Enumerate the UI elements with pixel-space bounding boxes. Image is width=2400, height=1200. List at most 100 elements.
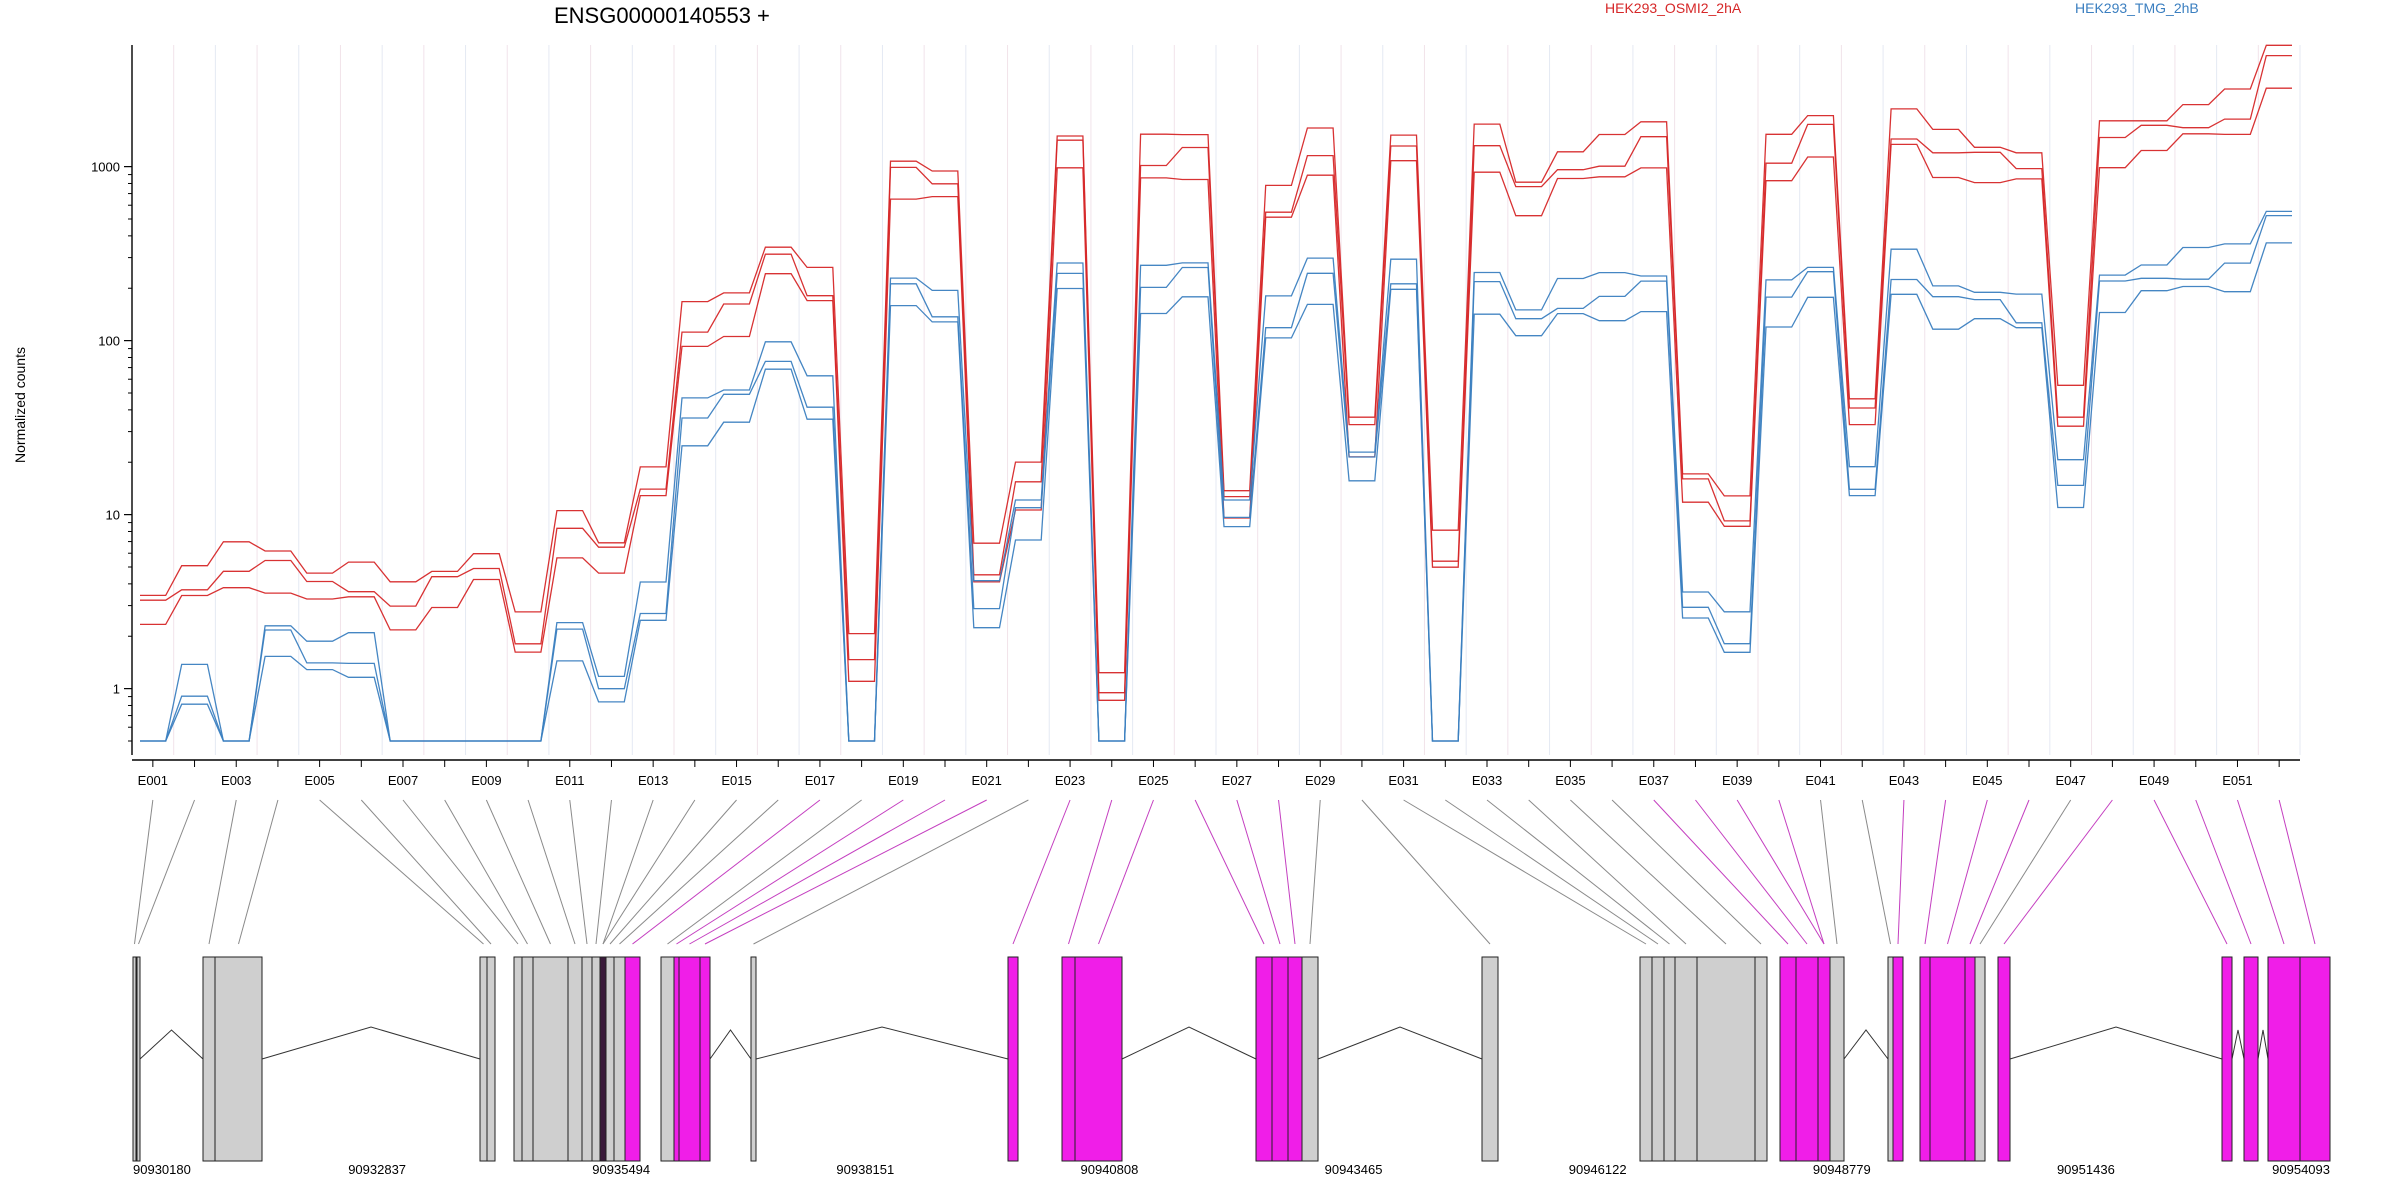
exon-block-significant <box>1255 956 1273 1162</box>
exon-label: E049 <box>2139 773 2169 788</box>
exon-connector <box>1695 799 1808 945</box>
exon-block <box>486 956 496 1162</box>
exon-label: E029 <box>1305 773 1335 788</box>
coordinate-label: 90946122 <box>1569 1162 1627 1177</box>
exon-connector <box>208 799 237 945</box>
coordinate-label: 90943465 <box>1325 1162 1383 1177</box>
series-line <box>140 44 2292 674</box>
exon-connector <box>1528 799 1687 945</box>
exon-connector <box>1778 799 1825 945</box>
genomic-coordinate-labels: 90930180 90932837 90935494 90938151 90940808… <box>133 1162 2330 1177</box>
exon-label: E025 <box>1138 773 1168 788</box>
exon-block <box>532 956 569 1162</box>
exon-connector <box>360 799 492 945</box>
exon-block <box>567 956 583 1162</box>
exon-connector <box>1403 799 1647 945</box>
exon-block-significant <box>1997 956 2011 1162</box>
exon-block-significant <box>673 956 680 1162</box>
exon-label: E007 <box>388 773 418 788</box>
exon-block-significant <box>699 956 711 1162</box>
exon-label: E039 <box>1722 773 1752 788</box>
exon-block <box>605 956 615 1162</box>
exon-connector <box>689 799 946 945</box>
exon-block <box>750 956 757 1162</box>
exon-connector <box>595 799 612 945</box>
exon-grid-lines <box>173 45 2301 755</box>
coordinate-label: 90954093 <box>2272 1162 2330 1177</box>
chart-title: ENSG00000140553 + <box>554 3 770 28</box>
intron-line <box>261 1026 481 1060</box>
exon-connector <box>1278 799 1296 945</box>
exon-label: E031 <box>1388 773 1418 788</box>
exon-label: E037 <box>1639 773 1669 788</box>
exon-block <box>1829 956 1845 1162</box>
exon-block <box>1639 956 1653 1162</box>
exon-connectors <box>134 799 2316 945</box>
y-tick-label: 10 <box>106 508 120 523</box>
exon-block <box>660 956 675 1162</box>
exon-block <box>581 956 593 1162</box>
intron-line <box>139 1029 204 1060</box>
exon-connector <box>2236 799 2285 945</box>
exon-connector <box>1361 799 1491 945</box>
exon-connector <box>485 799 551 945</box>
exon-connector <box>138 799 196 945</box>
exon-block-significant <box>1271 956 1289 1162</box>
exon-connector <box>602 799 654 945</box>
exon-block-significant <box>1074 956 1123 1162</box>
exon-block <box>591 956 601 1162</box>
coordinate-label: 90932837 <box>348 1162 406 1177</box>
exon-connector <box>2195 799 2252 945</box>
exon-block-significant <box>624 956 641 1162</box>
intron-line <box>755 1026 1009 1060</box>
exon-label: E051 <box>2222 773 2252 788</box>
coordinate-label: 90930180 <box>133 1162 191 1177</box>
coordinate-label: 90935494 <box>592 1162 650 1177</box>
exon-label: E035 <box>1555 773 1585 788</box>
y-tick-label: 1 <box>113 682 120 697</box>
exon-block <box>613 956 626 1162</box>
exon-connector <box>1570 799 1727 945</box>
exon-block-significant <box>1919 956 1931 1162</box>
exon-connector <box>569 799 588 945</box>
coordinate-label: 90938151 <box>836 1162 894 1177</box>
exon-connector <box>667 799 862 945</box>
y-tick-label: 1000 <box>91 160 120 175</box>
exon-label: E023 <box>1055 773 1085 788</box>
exon-block <box>1887 956 1894 1162</box>
intron-line <box>2257 1029 2269 1060</box>
exon-block <box>214 956 263 1162</box>
exon-block <box>1754 956 1768 1162</box>
exon-label: E001 <box>138 773 168 788</box>
exon-block <box>136 956 141 1162</box>
exon-connector <box>134 799 154 945</box>
exon-connector <box>1653 799 1789 945</box>
exon-connector <box>1897 799 1905 945</box>
exon-block <box>1974 956 1986 1162</box>
exon-connector <box>1611 799 1762 945</box>
exon-label: E027 <box>1222 773 1252 788</box>
exon-label: E043 <box>1889 773 1919 788</box>
intron-line <box>2009 1026 2223 1060</box>
legend-series-b: HEK293_TMG_2hB <box>2075 0 2199 16</box>
intron-line <box>1843 1029 1889 1060</box>
exon-block <box>521 956 534 1162</box>
series-line <box>140 210 2292 742</box>
coordinate-label: 90951436 <box>2057 1162 2115 1177</box>
exon-connector <box>619 799 779 945</box>
exon-label: E015 <box>721 773 751 788</box>
exon-connector <box>704 799 987 945</box>
exon-connector <box>632 799 821 945</box>
axes: 1 10 100 1000 E001 E003 E005 E007 E009 E011 E013 E0… <box>91 45 2300 788</box>
exon-block-significant <box>1287 956 1303 1162</box>
exon-block-significant <box>1929 956 1966 1162</box>
exon-connector <box>1012 799 1071 945</box>
intron-line <box>709 1029 752 1060</box>
exon-block <box>1696 956 1756 1162</box>
exon-block-significant <box>1892 956 1904 1162</box>
exon-connector <box>1820 799 1838 945</box>
exon-block-significant <box>2221 956 2233 1162</box>
legend-series-a: HEK293_OSMI2_2hA <box>1605 0 1742 16</box>
exon-label: E033 <box>1472 773 1502 788</box>
